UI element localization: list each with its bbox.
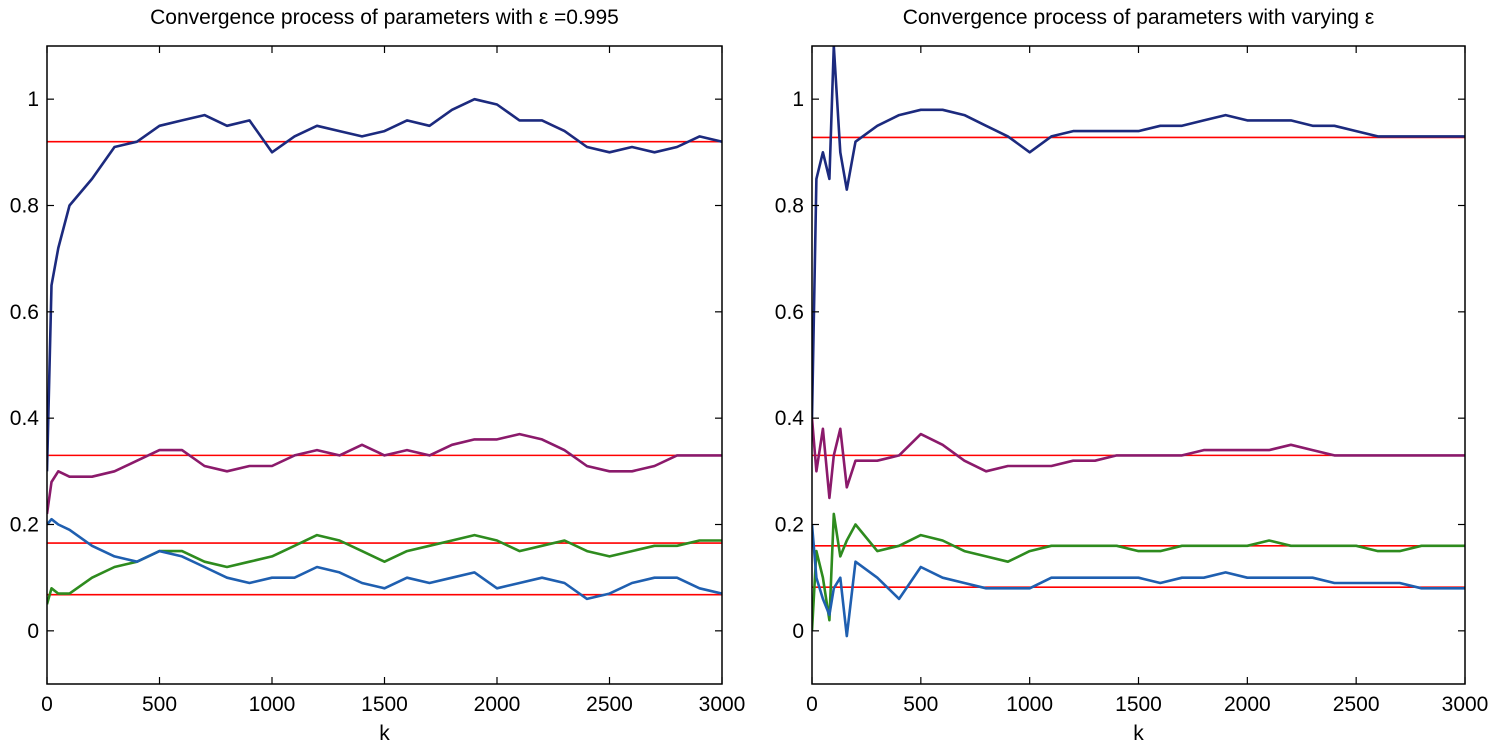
x-tick-label: 3000 [699,693,746,716]
series-line [812,46,1465,419]
series-line [812,512,1465,631]
y-tick-label: 0.8 [775,195,804,218]
x-tick-label: 1500 [1115,693,1162,716]
series-line [47,432,722,515]
series-line [812,418,1465,500]
series-line [812,524,1465,638]
x-tick-label: 0 [806,693,818,716]
x-axis-label: k [379,722,390,745]
y-tick-label: 0.6 [10,301,39,324]
y-tick-label: 0.2 [775,514,804,537]
x-axis-label: k [1133,722,1144,745]
x-tick-label: 1500 [361,693,408,716]
series-line [47,533,722,605]
x-tick-label: 2500 [1333,693,1380,716]
y-tick-label: 0.8 [10,195,39,218]
x-tick-label: 500 [142,693,177,716]
x-tick-label: 1000 [249,693,296,716]
chart-title: Convergence process of parameters with v… [903,6,1375,29]
x-tick-label: 3000 [1442,693,1489,716]
series-line [47,97,722,472]
y-tick-label: 0.4 [10,407,40,430]
x-tick-label: 1000 [1006,693,1053,716]
y-tick-label: 0.4 [775,407,805,430]
y-tick-label: 0.2 [10,514,39,537]
x-tick-label: 2000 [1224,693,1271,716]
x-tick-label: 2500 [586,693,633,716]
x-tick-label: 500 [903,693,938,716]
x-tick-label: 0 [41,693,53,716]
y-tick-label: 1 [27,88,39,111]
y-tick-label: 0 [792,620,804,643]
series-line [47,517,722,601]
y-tick-label: 0 [27,620,39,643]
plot-frame [811,45,1466,685]
chart-title: Convergence process of parameters with ε… [150,6,619,29]
x-tick-label: 2000 [474,693,521,716]
y-tick-label: 0.6 [775,301,804,324]
y-tick-label: 1 [792,88,804,111]
